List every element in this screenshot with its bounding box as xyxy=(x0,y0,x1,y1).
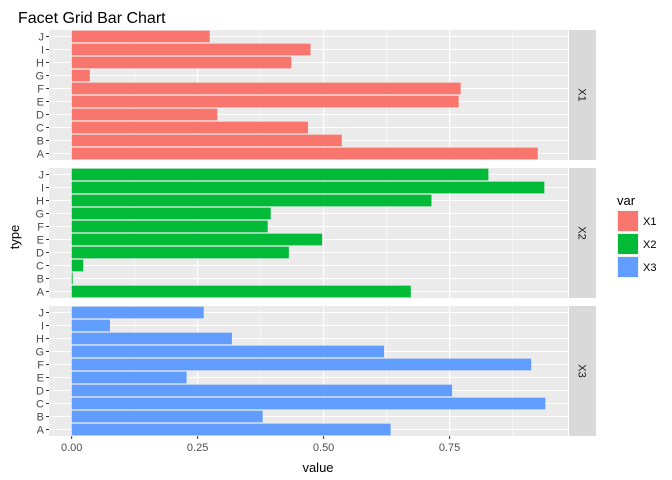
bar-x2-j xyxy=(71,168,489,181)
bar-x1-j xyxy=(71,30,210,43)
legend: var X1 X2 X3 xyxy=(617,193,656,278)
y-tick-label: A xyxy=(37,287,45,299)
y-tick-label: E xyxy=(37,97,44,109)
x-tick-label: 0.50 xyxy=(313,442,334,454)
legend-label-x3: X3 xyxy=(643,262,656,274)
chart-title: Facet Grid Bar Chart xyxy=(18,10,166,27)
facet-strip xyxy=(569,30,596,160)
x-axis: 0.00 0.25 0.50 0.75 xyxy=(61,436,460,454)
x-tick-label: 0.25 xyxy=(187,442,208,454)
legend-swatch-x3 xyxy=(618,257,638,277)
legend-label-x1: X1 xyxy=(643,216,656,228)
facet-strip-label: X3 xyxy=(576,364,588,377)
x-tick-label: 0.00 xyxy=(61,442,82,454)
y-tick-label: I xyxy=(41,45,44,57)
y-tick-label: C xyxy=(36,399,44,411)
bar-x2-i xyxy=(71,181,545,194)
y-tick-label: J xyxy=(39,308,45,320)
y-tick-label: I xyxy=(41,183,44,195)
facet-strip-label: X1 xyxy=(576,88,588,101)
bar-x2-e xyxy=(71,233,323,246)
bar-x1-a xyxy=(71,147,538,160)
y-tick-label: F xyxy=(37,360,44,372)
y-tick-label: J xyxy=(39,32,45,44)
bar-x1-b xyxy=(71,134,342,147)
y-tick-label: B xyxy=(37,274,44,286)
y-tick-label: G xyxy=(35,71,44,83)
y-tick-label: G xyxy=(35,347,44,359)
bar-x1-h xyxy=(71,56,292,69)
legend-label-x2: X2 xyxy=(643,239,656,251)
y-tick-label: B xyxy=(37,136,44,148)
bar-x1-f xyxy=(71,82,461,95)
y-tick-label: I xyxy=(41,321,44,333)
y-tick-label: A xyxy=(37,149,45,161)
bar-x1-c xyxy=(71,121,308,134)
bar-x3-c xyxy=(71,397,546,410)
bar-x1-e xyxy=(71,95,459,108)
bar-x1-g xyxy=(71,69,90,82)
y-tick-label: J xyxy=(39,170,45,182)
y-tick-label: C xyxy=(36,123,44,135)
y-tick-label: E xyxy=(37,373,44,385)
y-tick-label: C xyxy=(36,261,44,273)
bar-x3-g xyxy=(71,345,385,358)
bar-x2-d xyxy=(71,246,289,259)
bar-x2-h xyxy=(71,194,432,207)
y-tick-label: H xyxy=(36,196,44,208)
bar-x2-f xyxy=(71,220,268,233)
facet-strip xyxy=(569,306,596,436)
y-tick-label: D xyxy=(36,110,44,122)
bar-x3-h xyxy=(71,332,232,345)
y-tick-label: F xyxy=(37,84,44,96)
y-tick-label: H xyxy=(36,334,44,346)
bar-x3-b xyxy=(71,410,263,423)
facet-strip-label: X2 xyxy=(576,226,588,239)
bar-x1-d xyxy=(71,108,218,121)
legend-swatch-x1 xyxy=(618,211,638,231)
y-tick-label: F xyxy=(37,222,44,234)
y-tick-label: H xyxy=(36,58,44,70)
y-tick-label: E xyxy=(37,235,44,247)
bar-x2-b xyxy=(71,272,73,285)
y-tick-label: D xyxy=(36,248,44,260)
bar-x3-d xyxy=(71,384,453,397)
legend-title: var xyxy=(617,193,636,208)
facet-strip xyxy=(569,168,596,298)
y-tick-label: A xyxy=(37,425,45,437)
bar-x1-i xyxy=(71,43,311,56)
y-axis-title: type xyxy=(7,225,22,250)
bar-x2-a xyxy=(71,285,411,298)
bar-x3-f xyxy=(71,358,532,371)
bar-x2-c xyxy=(71,259,84,272)
bar-x3-j xyxy=(71,306,204,319)
bar-x3-e xyxy=(71,371,187,384)
bar-x3-i xyxy=(71,319,110,332)
x-tick-label: 0.75 xyxy=(439,442,460,454)
x-axis-title: value xyxy=(302,460,333,475)
bar-x2-g xyxy=(71,207,271,220)
legend-swatch-x2 xyxy=(618,234,638,254)
y-tick-label: G xyxy=(35,209,44,221)
y-tick-label: B xyxy=(37,412,44,424)
bar-x3-a xyxy=(71,423,391,436)
y-tick-label: D xyxy=(36,386,44,398)
